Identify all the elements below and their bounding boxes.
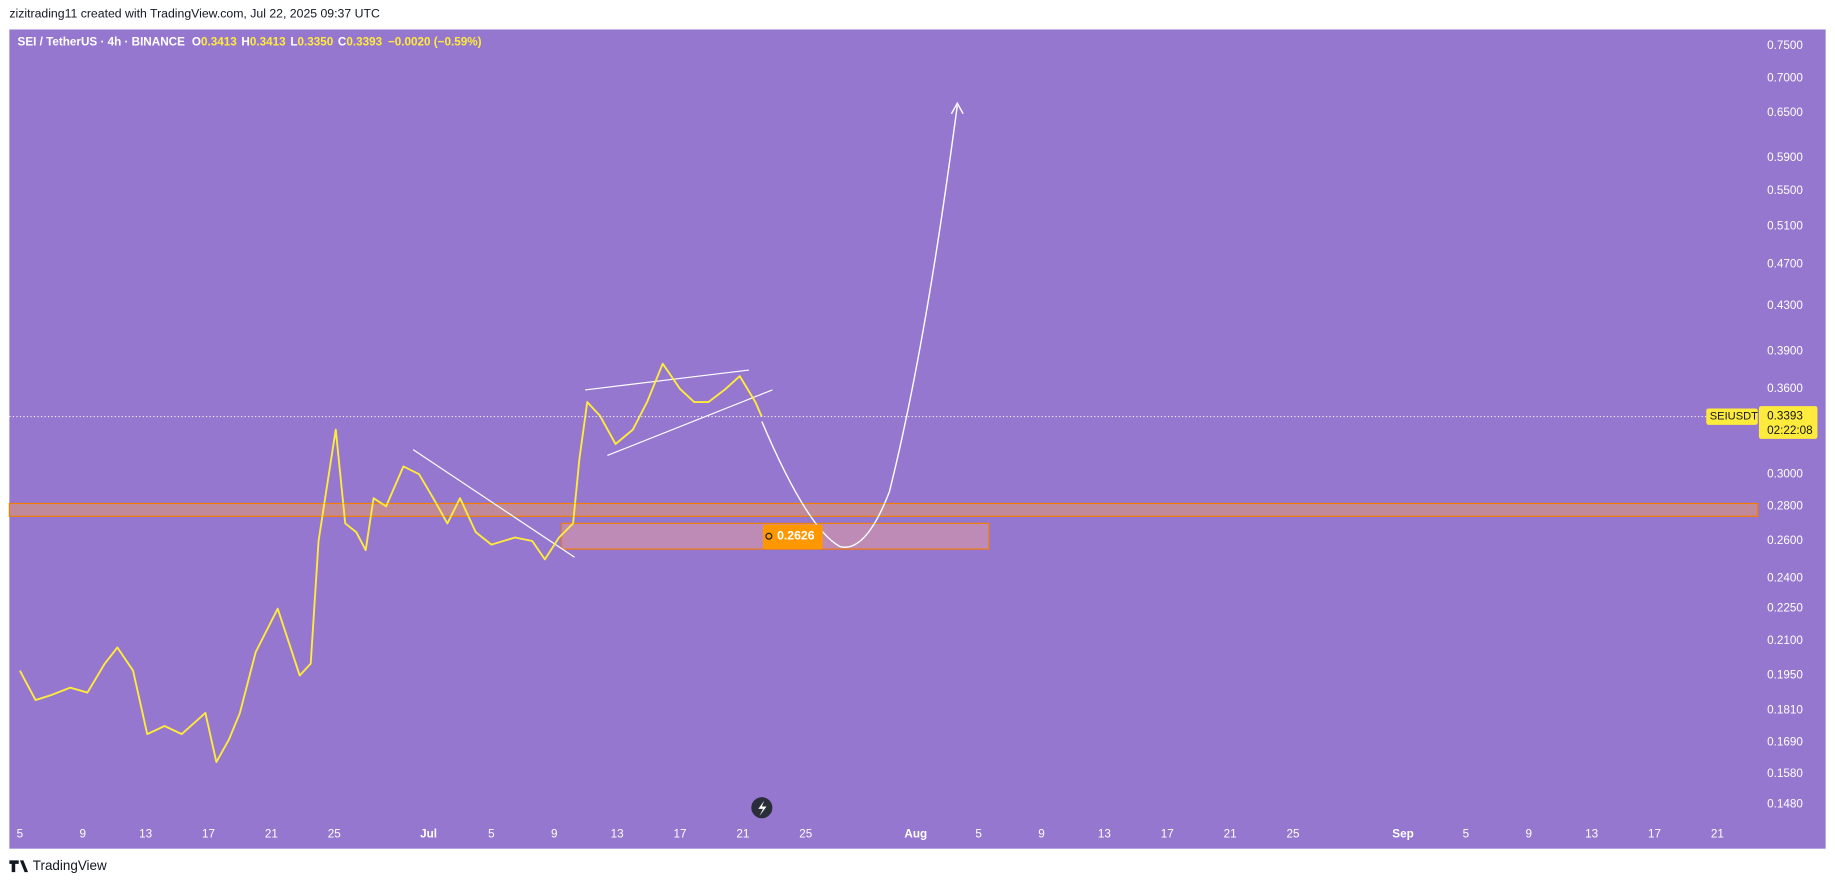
- x-tick-label: 9: [551, 828, 558, 841]
- ohlc-value: 0.3393: [346, 35, 382, 48]
- x-tick-label: 9: [80, 828, 87, 841]
- ohlc-label: O: [192, 35, 201, 48]
- y-tick-label: 0.2100: [1767, 634, 1803, 647]
- x-tick-label: 9: [1526, 828, 1533, 841]
- price-tag: 0.3393: [1767, 410, 1803, 423]
- arrow-head: [950, 101, 964, 115]
- y-tick-label: 0.5900: [1767, 151, 1803, 164]
- projection-path: [761, 105, 958, 548]
- zone-label-bg: [763, 524, 823, 550]
- y-tick-label: 0.2250: [1767, 602, 1803, 615]
- ohlc-value: 0.3413: [250, 35, 286, 48]
- x-tick-label: 5: [975, 828, 982, 841]
- symbol-tag: SEIUSDT: [1710, 411, 1758, 423]
- ohlc-label: H: [241, 35, 249, 48]
- y-tick-label: 0.5100: [1767, 219, 1803, 232]
- y-tick-label: 0.5500: [1767, 184, 1803, 197]
- y-tick-label: 0.4300: [1767, 299, 1803, 312]
- y-tick-label: 0.2800: [1767, 500, 1803, 513]
- x-tick-label: 21: [1711, 828, 1724, 841]
- logo: [9, 860, 29, 873]
- y-tick-label: 0.1480: [1767, 797, 1803, 810]
- legend: SEI / TetherUS · 4h · BINANCE O0.3413 H0.3…: [18, 35, 482, 48]
- ohlc-label: C: [338, 35, 347, 48]
- chart-pane: [9, 29, 1826, 849]
- x-tick-label: 17: [202, 828, 215, 841]
- y-tick-label: 0.7000: [1767, 71, 1803, 84]
- x-tick-label: Jul: [420, 828, 437, 841]
- x-tick-label: 21: [265, 828, 278, 841]
- x-tick-label: 13: [139, 828, 152, 841]
- x-tick-label: 5: [17, 828, 24, 841]
- countdown: 02:22:08: [1767, 424, 1812, 437]
- zone-label: 0.2626: [777, 528, 815, 542]
- x-tick-label: 17: [674, 828, 687, 841]
- y-tick-label: 0.7500: [1767, 39, 1803, 52]
- y-tick-label: 0.3000: [1767, 467, 1803, 480]
- support-zone: [8, 502, 1759, 517]
- x-tick-label: 25: [1286, 828, 1300, 841]
- trendline: [585, 369, 750, 391]
- ohlc-value: 0.3350: [297, 35, 333, 48]
- x-tick-label: Sep: [1392, 828, 1413, 841]
- y-tick-label: 0.2600: [1767, 534, 1803, 547]
- y-tick-label: 0.3900: [1767, 345, 1803, 358]
- x-tick-label: 5: [488, 828, 495, 841]
- ohlc-value: 0.3413: [201, 35, 237, 48]
- x-tick-label: 21: [1224, 828, 1237, 841]
- x-tick-label: 5: [1463, 828, 1470, 841]
- event-icon-glyph: [758, 800, 767, 816]
- symbol-tag-bg: [1706, 408, 1758, 425]
- x-tick-label: 21: [736, 828, 749, 841]
- x-tick-label: Aug: [904, 828, 927, 841]
- header: zizitrading11 created with TradingView.c…: [9, 7, 380, 21]
- x-tick-label: 9: [1038, 828, 1045, 841]
- y-tick-label: 0.3600: [1767, 382, 1803, 395]
- footer: TradingView: [33, 858, 107, 873]
- trendline: [607, 389, 773, 457]
- y-tick-label: 0.1810: [1767, 703, 1803, 716]
- ohlc-label: L: [290, 35, 297, 48]
- y-tick-label: 0.1690: [1767, 735, 1803, 748]
- y-tick-label: 0.6500: [1767, 106, 1803, 119]
- y-tick-label: 0.1580: [1767, 767, 1803, 780]
- zone-marker: [765, 532, 773, 540]
- x-tick-label: 17: [1648, 828, 1661, 841]
- y-tick-label: 0.2400: [1767, 572, 1803, 585]
- trendline: [412, 449, 575, 558]
- x-tick-label: 13: [611, 828, 624, 841]
- x-tick-label: 13: [1098, 828, 1111, 841]
- price-line: [19, 362, 763, 764]
- plot: 0.7500 0.7000 0.6500 0.5900 0.5500 0.5100 0.47…: [9, 39, 1818, 841]
- change: −0.0020 (−0.59%): [388, 35, 482, 48]
- x-tick-label: 25: [799, 828, 813, 841]
- x-tick-label: 13: [1585, 828, 1598, 841]
- x-tick-label: 25: [328, 828, 342, 841]
- y-tick-label: 0.1950: [1767, 669, 1803, 682]
- price-tag-bg: [1758, 406, 1818, 439]
- symbol: SEI / TetherUS · 4h · BINANCE: [18, 35, 186, 48]
- y-tick-label: 0.4700: [1767, 257, 1803, 270]
- x-tick-label: 17: [1161, 828, 1174, 841]
